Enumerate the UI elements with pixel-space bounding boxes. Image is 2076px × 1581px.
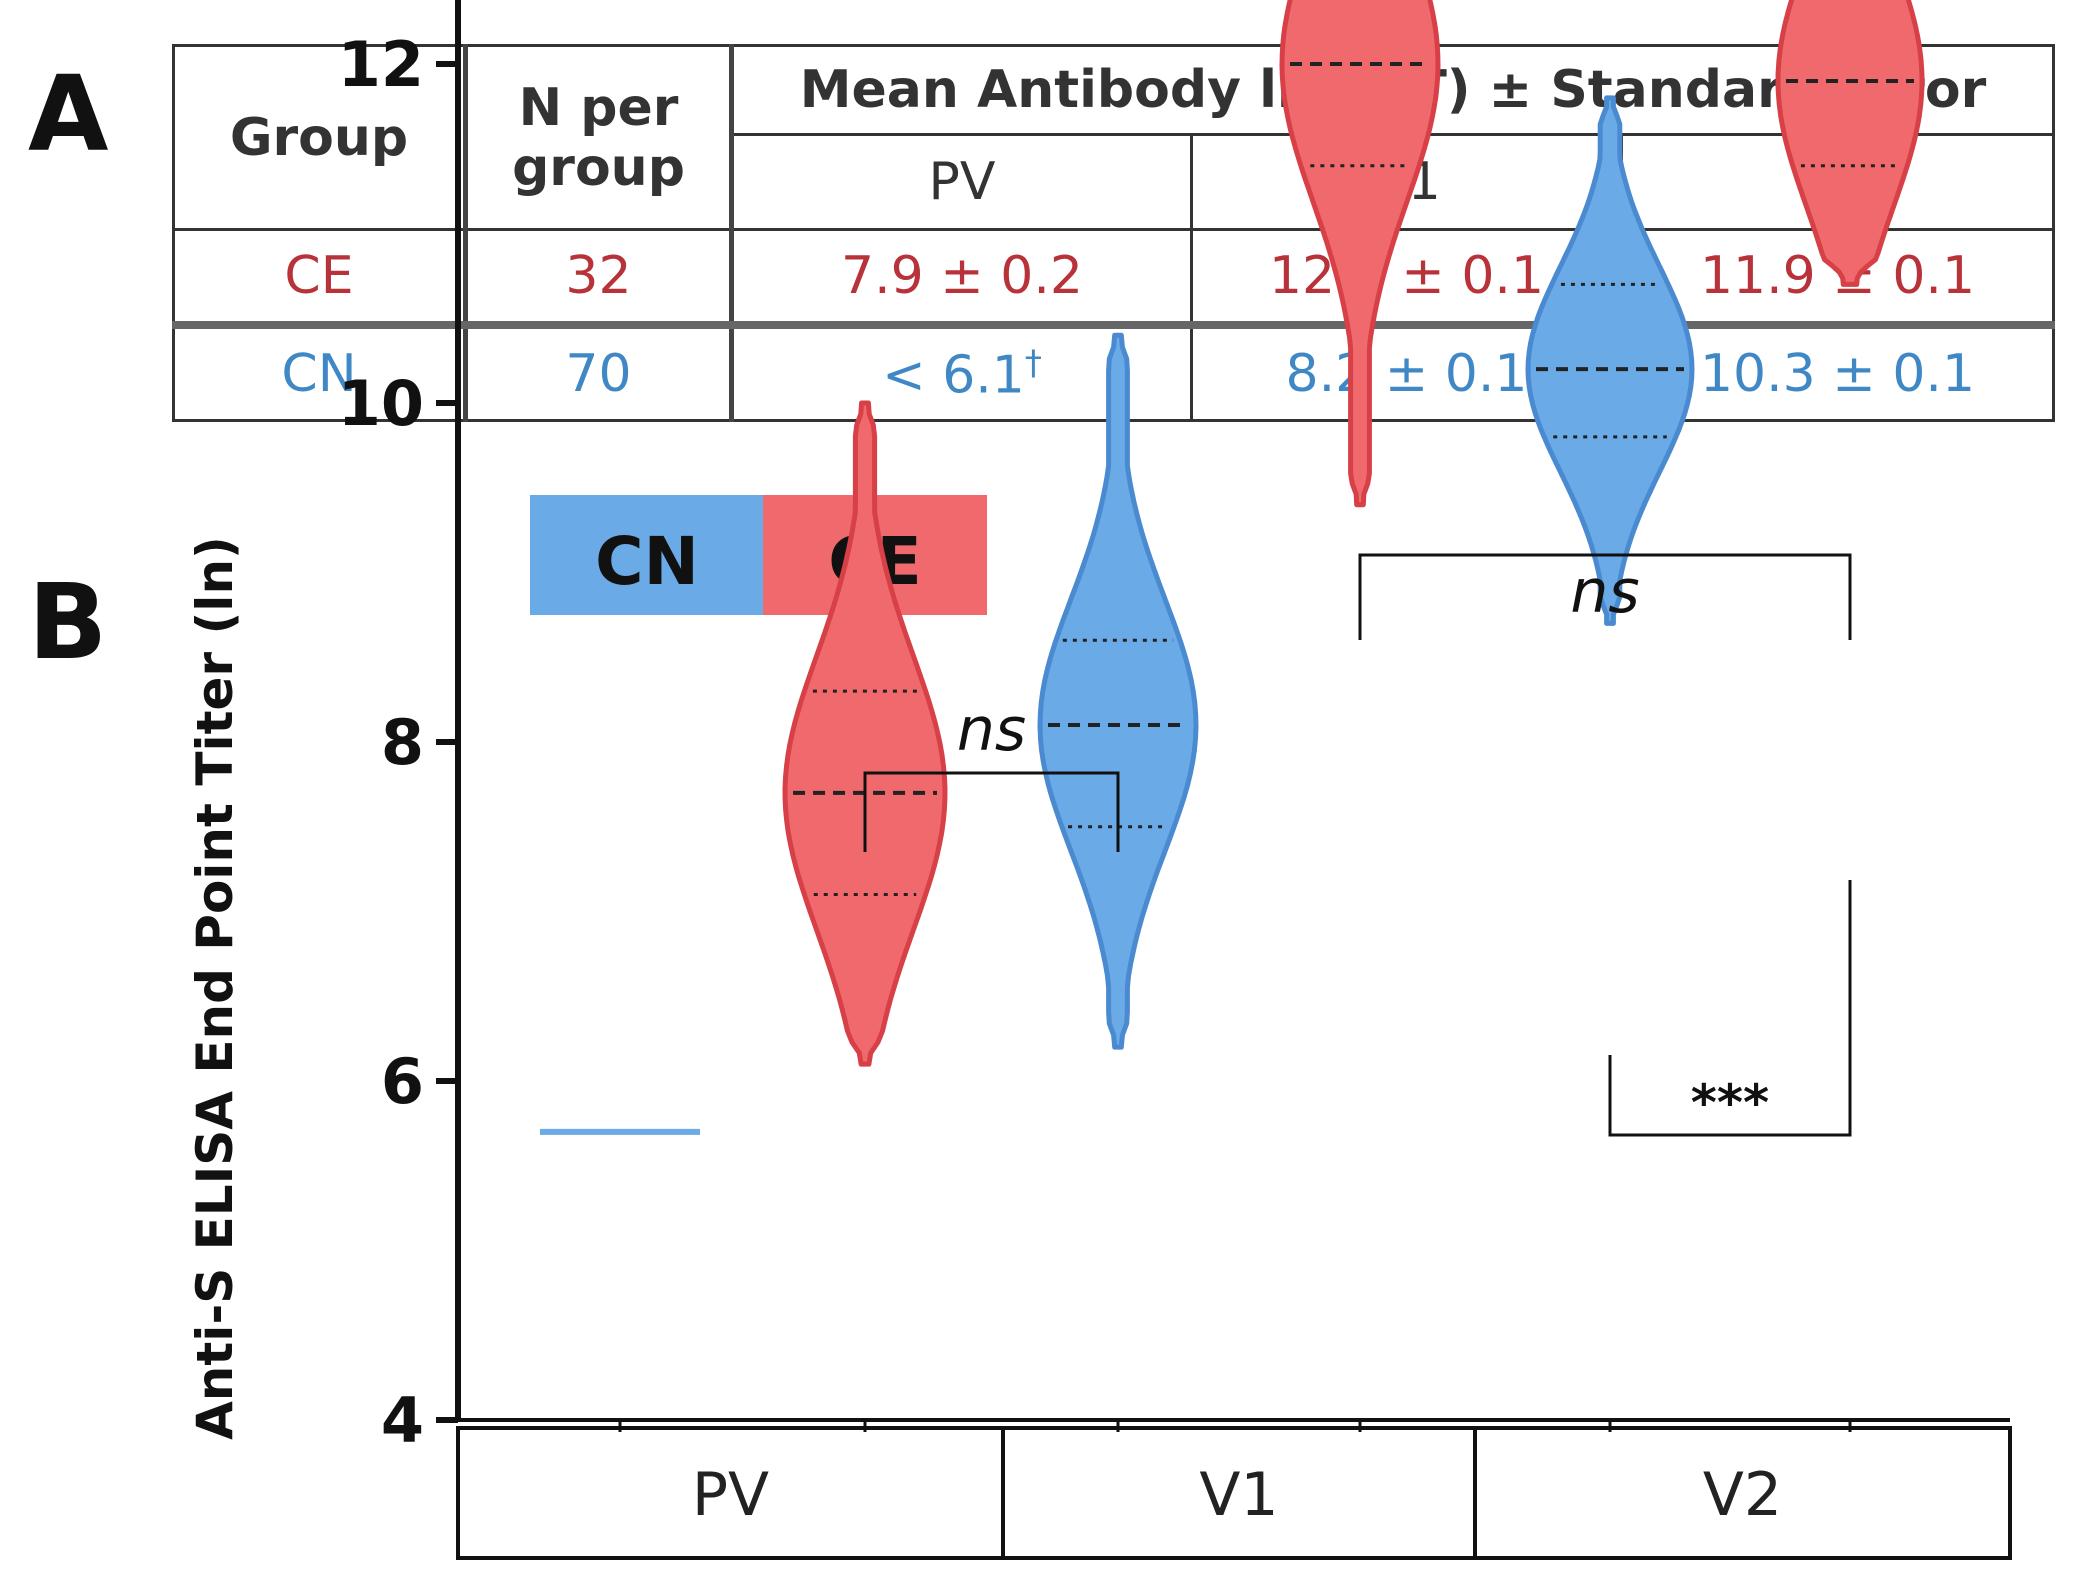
x-axis-categories: PV V1 V2 (456, 1420, 2012, 1560)
legend-label-cn: CN (595, 523, 699, 600)
x-category-label: V2 (1703, 1460, 1782, 1530)
legend: CN CE (530, 495, 987, 615)
violin-ce-v1 (1279, 0, 1441, 508)
header-group: Group (172, 44, 468, 231)
cell-pv-value: < 6.1 (882, 345, 1025, 406)
violin-cn-v2 (1525, 95, 1695, 626)
cell-group: CN (172, 323, 468, 422)
violins (540, 0, 1925, 1135)
significance-brackets: ns ns *** (863, 553, 1852, 1137)
violin-body (1279, 0, 1441, 508)
panel-label-b: B (28, 561, 108, 683)
bracket-line (863, 771, 1120, 852)
header-n-per-group: N per group (464, 44, 734, 231)
bracket-label: *** (1691, 1074, 1769, 1132)
cell-n: 32 (464, 228, 734, 329)
y-axis-label: Anti-S ELISA End Point Titer (ln) (186, 536, 244, 1440)
x-category-label: V1 (1199, 1460, 1278, 1530)
bracket-label: ns (1570, 557, 1639, 627)
y-tick-label: 8 (381, 706, 424, 779)
violin-body (782, 400, 948, 1067)
y-axis: 468101214 (338, 0, 2010, 1457)
violin-body (1525, 95, 1695, 626)
bracket-line (1608, 880, 1852, 1137)
dagger-footnote-mark: † (1024, 342, 1042, 383)
y-tick-label: 10 (338, 367, 424, 440)
legend-swatch-cn (530, 495, 763, 615)
bracket-label: ns (957, 695, 1026, 765)
x-category-box (456, 1426, 1005, 1560)
panel-label-a: A (28, 53, 109, 175)
x-category-box (1001, 1426, 1477, 1560)
y-tick-label: 12 (338, 28, 424, 101)
header-pv: PV (730, 133, 1193, 231)
cell-n: 70 (464, 323, 734, 422)
significance-bracket: ns (1358, 553, 1852, 640)
violin-body (1037, 332, 1199, 1050)
cell-pv: 7.9 ± 0.2 (730, 228, 1193, 329)
cell-group: CE (172, 228, 468, 329)
significance-bracket: *** (1608, 880, 1852, 1137)
violin-ce-v2 (1775, 0, 1925, 287)
bracket-line (1358, 553, 1852, 640)
significance-bracket: ns (863, 695, 1120, 852)
y-tick-label: 6 (381, 1045, 424, 1118)
y-tick-label: 4 (381, 1384, 424, 1457)
violin-cn-v1 (1037, 332, 1199, 1050)
x-category-box (1473, 1426, 2012, 1560)
x-category-label: PV (692, 1460, 769, 1530)
table-row-ce: CE 32 7.9 ± 0.2 12.0 ± 0.1 11.9 ± 0.1 (172, 228, 2055, 329)
violin-body (1775, 0, 1925, 287)
